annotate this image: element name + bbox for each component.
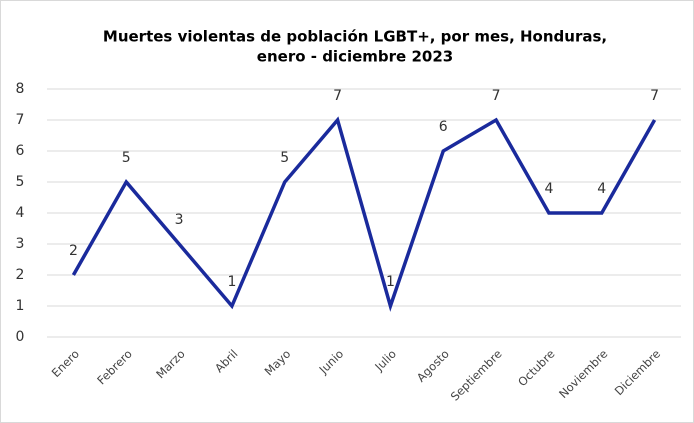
data-label: 4 bbox=[597, 181, 606, 197]
data-label: 1 bbox=[227, 274, 236, 290]
data-label: 5 bbox=[280, 150, 289, 166]
y-tick-label: 5 bbox=[16, 174, 25, 190]
data-label: 2 bbox=[69, 243, 78, 259]
y-tick-label: 6 bbox=[16, 143, 25, 159]
chart-title: Muertes violentas de población LGBT+, po… bbox=[103, 28, 607, 46]
data-line bbox=[71, 116, 657, 312]
data-label: 7 bbox=[333, 88, 342, 104]
data-label: 1 bbox=[386, 274, 395, 290]
y-tick-label: 7 bbox=[16, 112, 25, 128]
data-label: 6 bbox=[439, 119, 448, 135]
y-tick-label: 4 bbox=[16, 205, 25, 221]
y-tick-label: 1 bbox=[16, 298, 25, 314]
data-label: 3 bbox=[175, 212, 184, 228]
chart-title: enero - diciembre 2023 bbox=[257, 48, 453, 66]
y-tick-label: 0 bbox=[16, 329, 25, 345]
y-tick-label: 8 bbox=[16, 81, 25, 97]
data-label: 7 bbox=[650, 88, 659, 104]
y-tick-label: 2 bbox=[16, 267, 25, 283]
y-tick-label: 3 bbox=[16, 236, 25, 252]
data-label: 4 bbox=[544, 181, 553, 197]
data-label: 5 bbox=[122, 150, 131, 166]
data-label: 7 bbox=[492, 88, 501, 104]
